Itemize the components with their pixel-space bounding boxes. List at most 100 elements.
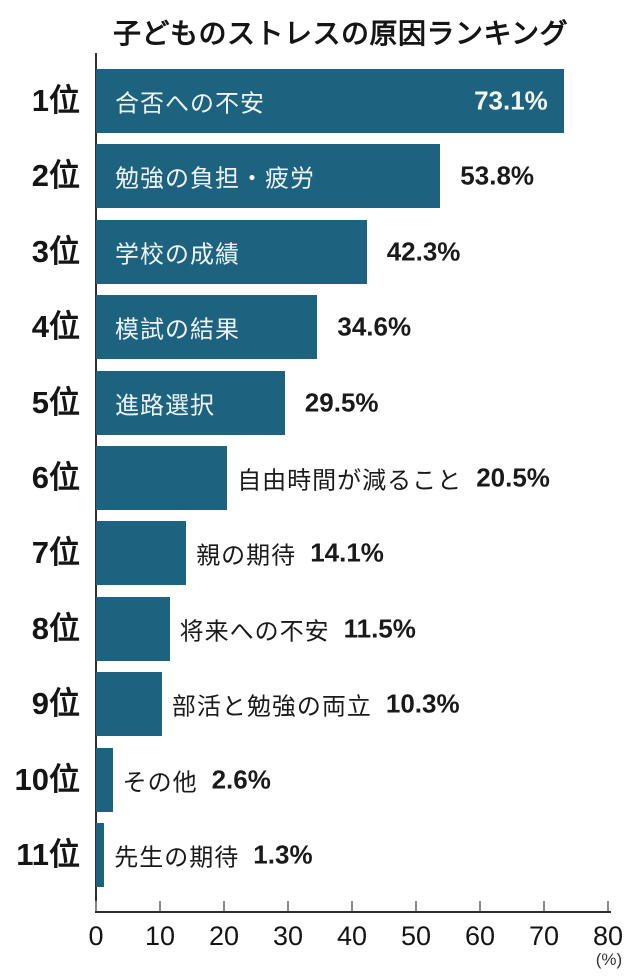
x-tick-label: 10 — [144, 921, 176, 951]
chart-row: 8位 将来への不安 11.5% — [0, 596, 640, 661]
chart-row: 1位 合否への不安 73.1% — [0, 69, 640, 133]
rank-label: 8位 — [31, 610, 80, 646]
x-tick-label: 40 — [336, 921, 368, 951]
x-tick-mark — [287, 901, 289, 911]
bar-outside-text: 先生の期待 1.3% — [114, 837, 312, 872]
x-tick-label: 20 — [208, 921, 240, 951]
rank-label: 11位 — [16, 836, 80, 872]
bar-value-label: 73.1% — [474, 85, 548, 116]
chart-row: 3位 学校の成績 42.3% — [0, 219, 640, 284]
chart-row: 11位 先生の期待 1.3% — [0, 822, 640, 887]
rank-label: 10位 — [14, 761, 80, 797]
bar-outside-text: 自由時間が減ること 20.5% — [237, 460, 550, 495]
chart-row: 2位 勉強の負担・疲労 53.8% — [0, 144, 640, 209]
bar — [96, 822, 105, 887]
rank-label: 2位 — [31, 158, 80, 194]
chart-row: 10位 その他 2.6% — [0, 747, 640, 812]
x-tick-label: 30 — [272, 921, 304, 951]
bar-value-label: 1.3% — [253, 839, 313, 870]
chart-row: 5位 進路選択 29.5% — [0, 370, 640, 435]
rank-label: 4位 — [31, 309, 80, 345]
rank-label: 1位 — [31, 83, 80, 118]
x-tick-mark — [351, 901, 353, 911]
bar-track: 合否への不安 73.1% — [96, 69, 640, 133]
x-tick-mark — [543, 901, 545, 911]
bar-label: 勉強の負担・疲労 — [115, 165, 315, 193]
bar — [96, 521, 187, 586]
bar — [96, 69, 564, 133]
x-axis-unit-label: (%) — [595, 950, 623, 969]
bar-label: 先生の期待 — [114, 844, 240, 872]
bar-track: 先生の期待 1.3% — [96, 822, 640, 887]
plot-axes: 0 10 20 30 40 50 60 70 80 (%) — [88, 53, 623, 969]
rank-label: 7位 — [31, 535, 80, 571]
bar-track: 将来への不安 11.5% — [96, 596, 640, 661]
bar-value-label: 20.5% — [476, 462, 550, 493]
chart-title: 子どものストレスの原因ランキング — [113, 18, 569, 49]
chart-row: 6位 自由時間が減ること 20.5% — [0, 445, 640, 510]
bar-track: 学校の成績 42.3% — [96, 219, 640, 284]
x-tick-mark — [607, 901, 609, 911]
bar-track: 親の期待 14.1% — [96, 521, 640, 586]
bar-label: 部活と勉強の両立 — [171, 693, 372, 721]
bar-outside-text: 親の期待 14.1% — [196, 536, 384, 571]
x-tick-label: 0 — [88, 921, 104, 951]
bar-outside-text: 34.6% — [337, 312, 411, 343]
bar-rows: 1位 合否への不安 73.1% 2位 勉強の負担・疲労 53.8% 3位 学校の成績 42.3%… — [0, 69, 640, 887]
bar-value-label: 42.3% — [386, 236, 461, 267]
bar-outside-text: その他 2.6% — [123, 762, 271, 797]
rank-label: 6位 — [31, 459, 80, 495]
bar-label: 自由時間が減ること — [237, 467, 463, 495]
x-tick-label: 70 — [528, 921, 560, 951]
bar-track: その他 2.6% — [96, 747, 640, 812]
x-tick-mark — [223, 901, 225, 911]
bar-label: 親の期待 — [196, 542, 297, 570]
bar — [96, 445, 228, 510]
bar-label: 学校の成績 — [115, 241, 240, 269]
rank-label: 5位 — [31, 384, 80, 420]
x-tick-mark — [415, 901, 417, 911]
bar — [96, 672, 162, 737]
bar-track: 部活と勉強の両立 10.3% — [96, 672, 640, 737]
bar-value-label: 29.5% — [304, 387, 379, 418]
bar — [96, 144, 441, 209]
bar-value-label: 2.6% — [211, 764, 271, 795]
chart-row: 7位 親の期待 14.1% — [0, 521, 640, 586]
bar-track: 自由時間が減ること 20.5% — [96, 445, 640, 510]
bar-outside-text: 29.5% — [305, 387, 379, 418]
bar-label: その他 — [122, 769, 198, 797]
bar-value-label: 10.3% — [385, 688, 460, 719]
rank-label: 3位 — [31, 233, 80, 269]
bar — [96, 219, 367, 284]
bar-label: 進路選択 — [115, 392, 215, 420]
x-tick-mark — [479, 901, 481, 911]
x-tick-mark — [159, 901, 161, 911]
bar-label: 模試の結果 — [115, 316, 240, 344]
bar — [96, 370, 285, 435]
bar-track: 模試の結果 34.6% — [96, 295, 640, 360]
bar-value-label: 34.6% — [337, 311, 412, 342]
bar-track: 勉強の負担・疲労 53.8% — [96, 144, 640, 209]
rank-label: 9位 — [31, 686, 80, 722]
bar-outside-text: 部活と勉強の両立 10.3% — [172, 687, 460, 722]
bar — [96, 747, 113, 812]
bar-label: 合否への不安 — [115, 90, 265, 118]
bar — [96, 295, 318, 360]
x-tick-label: 80 — [592, 921, 624, 951]
bar-outside-text: 将来への不安 11.5% — [180, 611, 416, 646]
bar-track: 進路選択 29.5% — [96, 370, 640, 435]
x-axis-line — [95, 911, 611, 913]
bar-value-label: 11.5% — [343, 613, 416, 644]
bar-value-label: 14.1% — [310, 537, 384, 568]
bar-value-label: 53.8% — [460, 160, 535, 191]
bar-outside-text: 42.3% — [387, 236, 461, 267]
chart-row: 9位 部活と勉強の両立 10.3% — [0, 672, 640, 737]
bar — [96, 596, 170, 661]
x-tick-label: 60 — [464, 921, 496, 951]
x-tick-label: 50 — [400, 921, 432, 951]
chart-row: 4位 模試の結果 34.6% — [0, 295, 640, 360]
bar-label: 将来への不安 — [179, 618, 330, 646]
x-tick-mark — [95, 901, 97, 911]
bar-outside-text: 53.8% — [460, 161, 534, 192]
